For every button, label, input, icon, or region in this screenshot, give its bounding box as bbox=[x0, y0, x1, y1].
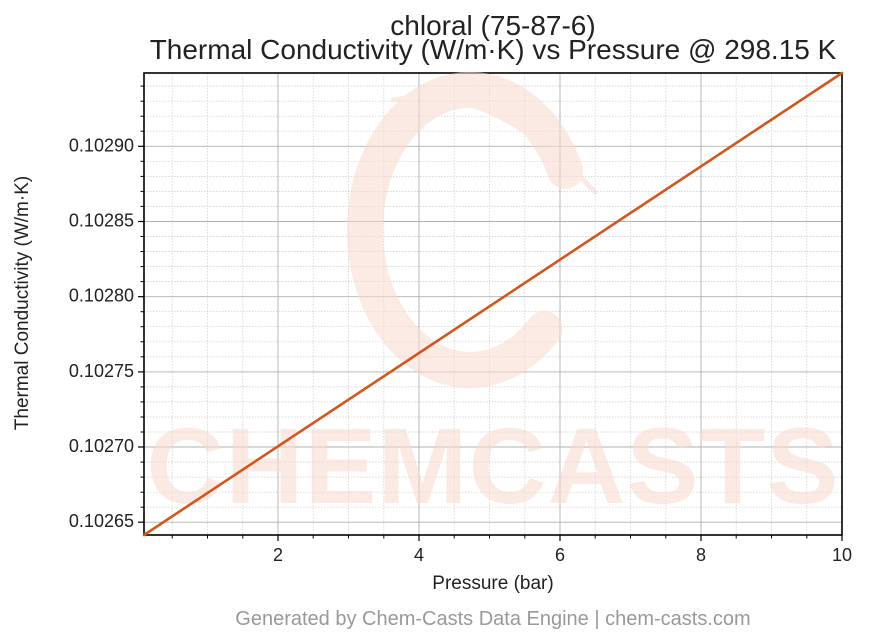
svg-text:6: 6 bbox=[555, 545, 565, 565]
svg-text:0.10275: 0.10275 bbox=[69, 361, 134, 381]
svg-text:0.10285: 0.10285 bbox=[69, 211, 134, 231]
svg-text:4: 4 bbox=[414, 545, 424, 565]
svg-text:8: 8 bbox=[696, 545, 706, 565]
svg-text:0.10290: 0.10290 bbox=[69, 135, 134, 155]
svg-text:2: 2 bbox=[273, 545, 283, 565]
svg-text:10: 10 bbox=[832, 545, 852, 565]
svg-text:0.10280: 0.10280 bbox=[69, 286, 134, 306]
svg-text:0.10270: 0.10270 bbox=[69, 436, 134, 456]
svg-text:0.10265: 0.10265 bbox=[69, 511, 134, 531]
